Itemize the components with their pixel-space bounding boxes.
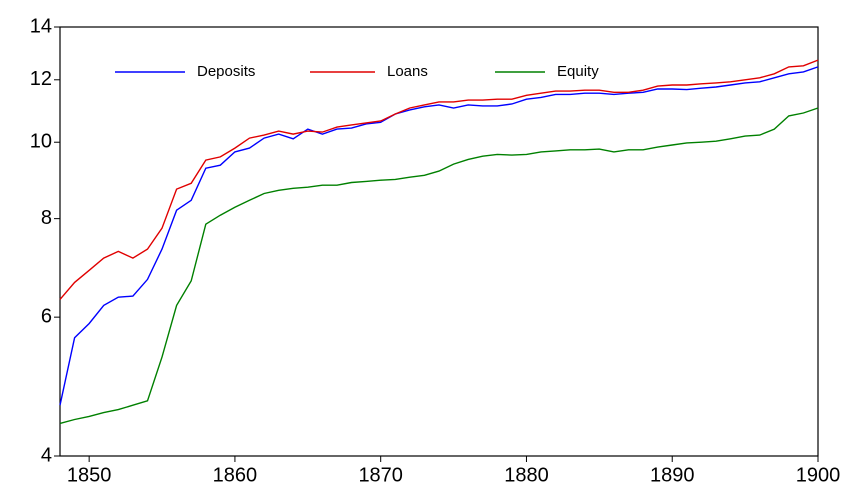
x-tick-label: 1900 [796, 464, 841, 486]
plot-frame [59, 26, 819, 457]
x-tick-label: 1870 [358, 464, 403, 486]
y-tick-label: 12 [30, 68, 52, 90]
x-tick-label: 1860 [213, 464, 258, 486]
x-tick-label: 1850 [67, 464, 112, 486]
y-tick-label: 8 [41, 207, 52, 229]
x-tick-label: 1890 [650, 464, 695, 486]
y-tick-label: 10 [30, 131, 52, 153]
y-tick-label: 6 [41, 305, 52, 327]
series-line [59, 59, 819, 300]
y-tick-label: 4 [41, 444, 52, 466]
legend-label: Equity [557, 63, 599, 80]
y-tick-label: 14 [30, 15, 52, 37]
series-line [59, 107, 819, 425]
legend-label: Loans [387, 63, 428, 80]
series-line [59, 66, 819, 406]
legend-label: Deposits [197, 63, 255, 80]
x-tick-label: 1880 [504, 464, 549, 486]
